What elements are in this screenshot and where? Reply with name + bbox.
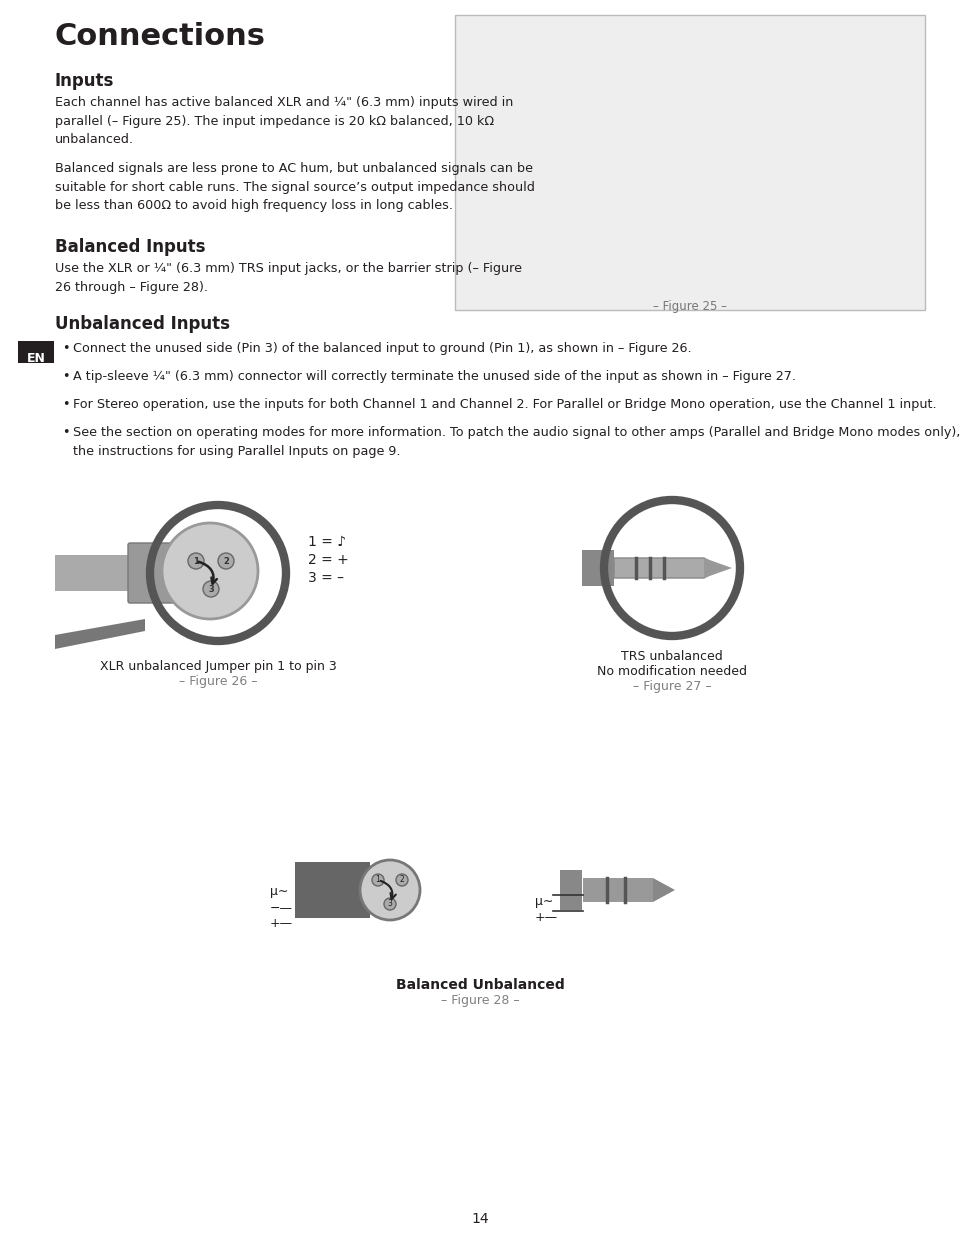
Text: Each channel has active balanced XLR and ¼" (6.3 mm) inputs wired in
parallel (–: Each channel has active balanced XLR and… — [55, 96, 514, 146]
Text: +—: +— — [535, 911, 558, 925]
Circle shape — [384, 899, 396, 910]
Text: •: • — [62, 426, 69, 439]
Text: 1 = ♪: 1 = ♪ — [308, 535, 347, 549]
FancyBboxPatch shape — [560, 870, 582, 910]
Text: 3 = –: 3 = – — [308, 571, 344, 585]
Text: Inputs: Inputs — [55, 72, 114, 90]
Polygon shape — [704, 557, 732, 578]
Text: Unbalanced Inputs: Unbalanced Inputs — [55, 315, 230, 332]
Polygon shape — [653, 878, 675, 902]
Text: •: • — [62, 370, 69, 383]
Text: 3: 3 — [388, 900, 393, 908]
Text: A tip-sleeve ¼" (6.3 mm) connector will correctly terminate the unused side of t: A tip-sleeve ¼" (6.3 mm) connector will … — [73, 370, 796, 383]
Text: No modification needed: No modification needed — [597, 665, 747, 679]
Text: •: • — [62, 342, 69, 355]
FancyBboxPatch shape — [128, 543, 182, 603]
FancyBboxPatch shape — [18, 341, 54, 363]
Text: Use the XLR or ¼" (6.3 mm) TRS input jacks, or the barrier strip (– Figure
26 th: Use the XLR or ¼" (6.3 mm) TRS input jac… — [55, 262, 522, 293]
Polygon shape — [295, 861, 370, 918]
Circle shape — [218, 552, 234, 569]
Polygon shape — [55, 619, 145, 649]
Text: +—: +— — [270, 917, 293, 929]
Text: – Figure 26 –: – Figure 26 – — [179, 675, 257, 688]
Text: Balanced Unbalanced: Balanced Unbalanced — [396, 978, 564, 993]
Text: μ∼: μ∼ — [535, 895, 553, 908]
Polygon shape — [261, 617, 295, 650]
Text: Connect the unused side (Pin 3) of the balanced input to ground (Pin 1), as show: Connect the unused side (Pin 3) of the b… — [73, 342, 691, 355]
Text: TRS unbalanced: TRS unbalanced — [621, 650, 723, 662]
Text: 1: 1 — [193, 556, 199, 566]
Text: EN: EN — [27, 352, 45, 365]
Text: 2: 2 — [399, 875, 404, 885]
FancyBboxPatch shape — [455, 15, 925, 310]
Polygon shape — [583, 878, 653, 902]
Text: Balanced signals are less prone to AC hum, but unbalanced signals can be
suitabl: Balanced signals are less prone to AC hu… — [55, 162, 535, 213]
Text: – Figure 28 –: – Figure 28 – — [441, 994, 519, 1007]
Circle shape — [188, 552, 204, 569]
Text: For Stereo operation, use the inputs for both Channel 1 and Channel 2. For Paral: For Stereo operation, use the inputs for… — [73, 398, 937, 412]
Circle shape — [360, 860, 420, 920]
FancyBboxPatch shape — [55, 555, 165, 591]
Text: – Figure 25 –: – Figure 25 – — [653, 300, 727, 313]
Text: Connections: Connections — [55, 22, 266, 51]
Circle shape — [396, 874, 408, 886]
Polygon shape — [614, 557, 722, 578]
Text: XLR unbalanced Jumper pin 1 to pin 3: XLR unbalanced Jumper pin 1 to pin 3 — [100, 660, 336, 672]
Text: See the section on operating modes for more information. To patch the audio sign: See the section on operating modes for m… — [73, 426, 960, 457]
Text: 2: 2 — [223, 556, 228, 566]
Text: 3: 3 — [208, 585, 214, 593]
Circle shape — [162, 523, 258, 619]
FancyBboxPatch shape — [582, 550, 614, 586]
Circle shape — [203, 581, 219, 597]
Polygon shape — [715, 612, 748, 645]
Text: •: • — [62, 398, 69, 412]
Text: 14: 14 — [471, 1213, 489, 1226]
Text: 2 = +: 2 = + — [308, 552, 348, 567]
Text: – Figure 27 –: – Figure 27 – — [633, 680, 711, 693]
Text: μ∼: μ∼ — [270, 885, 288, 899]
Circle shape — [372, 874, 384, 886]
Text: −—: −— — [270, 901, 293, 913]
Text: 1: 1 — [375, 875, 380, 885]
Text: Balanced Inputs: Balanced Inputs — [55, 239, 205, 256]
